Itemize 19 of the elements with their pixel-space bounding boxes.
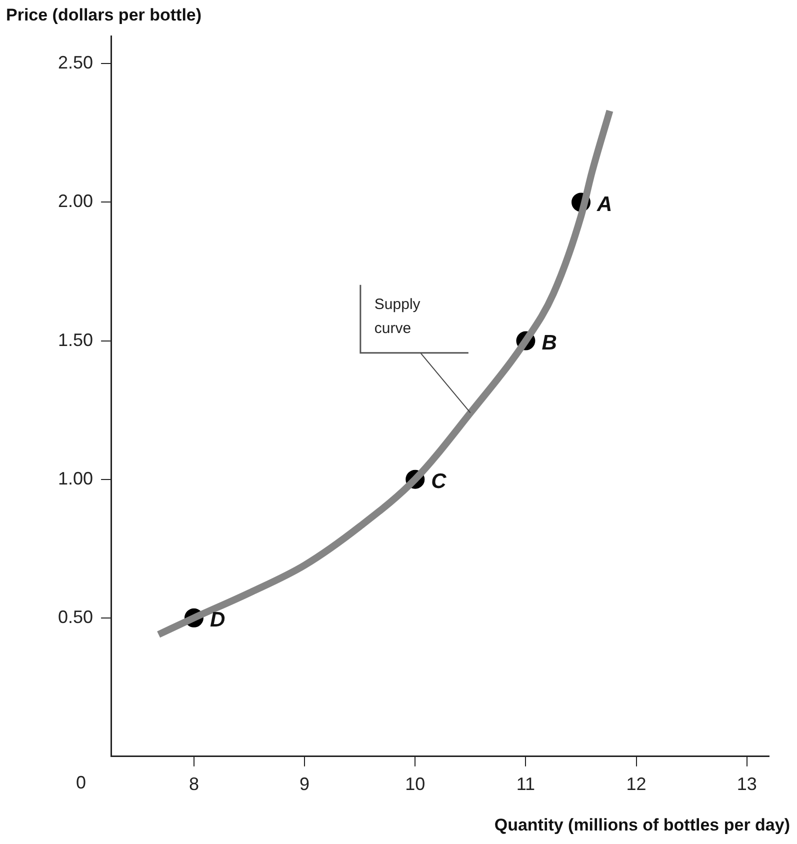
annotation: D	[210, 608, 226, 632]
y-tick-label: 1.50	[58, 330, 94, 350]
x-tick-label: 10	[405, 774, 426, 794]
y-tick-label: 2.50	[58, 52, 94, 73]
x-axis-title: Quantity (millions of bottles per day)	[494, 816, 790, 835]
x-tick-label: 11	[516, 774, 536, 794]
y-tick-label: 0.50	[58, 606, 94, 627]
y-tick-label: 1.00	[58, 468, 94, 488]
annotation: A	[596, 193, 612, 216]
x-tick-label: 13	[736, 774, 757, 794]
y-axis-title: Price (dollars per bottle)	[6, 6, 202, 25]
text: 0	[76, 772, 86, 792]
annotation: C	[431, 470, 448, 494]
x-tick-label: 8	[188, 774, 199, 794]
annotation: Supply curve	[374, 296, 421, 337]
y-tick-label: 2.00	[58, 191, 94, 212]
x-tick-label: 9	[300, 774, 310, 794]
annotation: B	[542, 332, 557, 355]
x-tick-label: 12	[626, 774, 646, 794]
